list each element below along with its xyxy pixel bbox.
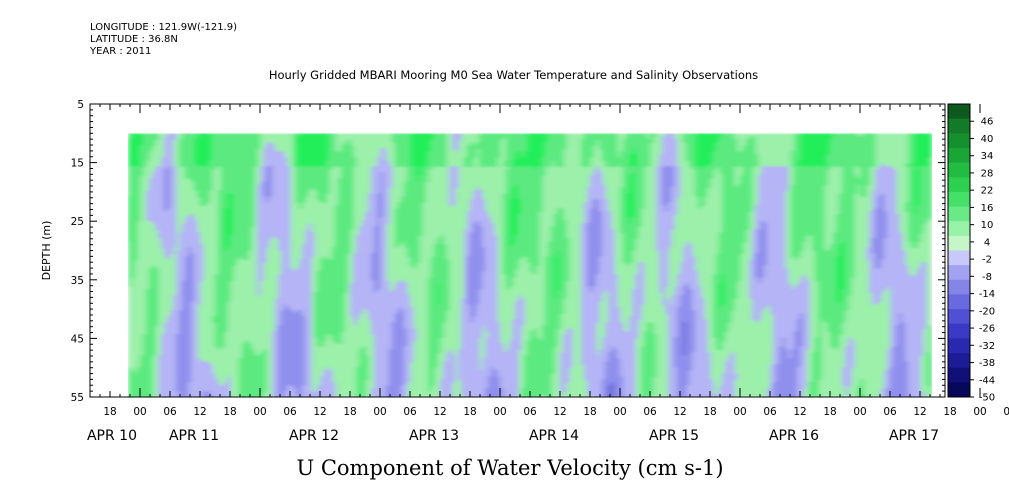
colorbar-swatch <box>948 147 970 164</box>
colorbar-swatch <box>948 206 970 222</box>
colorbar-label: -20 <box>979 306 995 317</box>
x-hour-label: 12 <box>673 406 686 418</box>
colorbar-swatch <box>948 265 970 281</box>
colorbar-label: -32 <box>979 341 995 352</box>
colorbar-label: -2 <box>982 255 992 266</box>
colorbar-swatch <box>948 191 970 208</box>
colorbar-label: 16 <box>981 203 994 214</box>
colorbar-label: 28 <box>981 168 994 179</box>
x-hour-label: 18 <box>583 406 596 418</box>
x-hour-label: 18 <box>703 406 716 418</box>
x-hour-label: 00 <box>373 406 386 418</box>
latitude-label: LATITUDE : 36.8N <box>90 34 178 45</box>
x-hour-label: 18 <box>463 406 476 418</box>
chart-title: Hourly Gridded MBARI Mooring M0 Sea Wate… <box>268 68 759 82</box>
x-hour-label: 00 <box>613 406 626 418</box>
colorbar-swatch <box>948 382 970 398</box>
colorbar-label: 10 <box>981 220 994 231</box>
y-tick-label: 5 <box>77 99 84 111</box>
colorbar-label: -14 <box>979 289 995 300</box>
x-hour-label: 06 <box>643 406 657 418</box>
colorbar-swatch <box>948 104 970 120</box>
x-axis: 18 00 06 12 18 00 06 12 18 00 06 12 18 00 06 12 18 00 06 12… <box>87 104 1009 444</box>
x-hour-label: 06 <box>163 406 177 418</box>
year-label: YEAR : 2011 <box>90 46 152 57</box>
x-hour-label: 06 <box>763 406 777 418</box>
y-tick-label: 35 <box>71 275 84 287</box>
x-hour-label: 00 <box>133 406 146 418</box>
x-hour-label: 00 <box>973 406 986 418</box>
colorbar-swatch <box>948 177 970 193</box>
colorbar-swatch <box>948 353 970 369</box>
y-tick-label: 55 <box>71 392 84 404</box>
colorbar-swatch <box>948 221 970 237</box>
colorbar-label: 34 <box>981 151 994 162</box>
colorbar-swatch <box>948 323 970 339</box>
velocity-field <box>128 133 932 398</box>
x-hour-label: 12 <box>913 406 926 418</box>
y-tick-label: 45 <box>71 333 84 345</box>
x-date-label: APR 13 <box>409 428 459 444</box>
colorbar-swatch <box>948 338 970 354</box>
colorbar-label: 40 <box>981 134 994 145</box>
x-date-label: APR 15 <box>649 428 699 444</box>
x-date-label: APR 16 <box>769 428 819 444</box>
colorbar-swatch <box>948 309 970 325</box>
x-hour-label: 12 <box>193 406 206 418</box>
colorbar-swatch <box>948 118 970 134</box>
x-hour-label: 06 <box>403 406 417 418</box>
colorbar-label: -50 <box>979 393 995 404</box>
x-hour-label: 18 <box>223 406 236 418</box>
x-hour-label: 12 <box>313 406 326 418</box>
x-hour-label: 18 <box>823 406 836 418</box>
x-hour-label: 12 <box>433 406 446 418</box>
colorbar: 46 40 34 28 22 16 10 4 -2 -8 -14 -20 -26 -32 -38 -44 -50 <box>947 103 995 404</box>
x-hour-label: 06 <box>523 406 537 418</box>
x-date-label: APR 12 <box>289 428 339 444</box>
y-axis-label: DEPTH (m) <box>40 221 53 281</box>
x-hour-label: 06 <box>883 406 897 418</box>
x-date-label: APR 17 <box>889 428 939 444</box>
y-axis: 5 15 25 35 45 55 <box>71 99 945 404</box>
colorbar-swatch <box>948 250 970 266</box>
colorbar-swatch <box>948 294 970 310</box>
x-hour-label: 00 <box>253 406 266 418</box>
longitude-label: LONGITUDE : 121.9W(-121.9) <box>90 22 237 33</box>
colorbar-label: 22 <box>981 186 994 197</box>
colorbar-frame <box>947 103 971 398</box>
x-date-label: APR 11 <box>169 428 219 444</box>
y-tick-label: 25 <box>71 216 84 228</box>
colorbar-label: 4 <box>984 237 990 248</box>
x-hour-label: 18 <box>343 406 356 418</box>
x-hour-label: 00 <box>733 406 746 418</box>
x-hour-label: 12 <box>793 406 806 418</box>
colorbar-label: -8 <box>982 272 992 283</box>
colorbar-label: -26 <box>979 324 995 335</box>
x-hour-label: 12 <box>553 406 566 418</box>
x-hour-label: 18 <box>943 406 956 418</box>
colorbar-label: 46 <box>981 117 994 128</box>
x-hour-label: 06 <box>283 406 297 418</box>
x-hour-label: 06 <box>1003 406 1009 418</box>
x-hour-label: 00 <box>493 406 506 418</box>
y-tick-label: 15 <box>71 158 84 170</box>
colorbar-swatch <box>948 162 970 178</box>
x-hour-label: 18 <box>103 406 116 418</box>
x-hour-label: 00 <box>853 406 866 418</box>
colorbar-swatch <box>948 133 970 149</box>
x-date-label: APR 10 <box>87 428 137 444</box>
colorbar-label: -44 <box>979 375 995 386</box>
x-date-label: APR 14 <box>529 428 579 444</box>
x-axis-label: U Component of Water Velocity (cm s-1) <box>296 456 723 480</box>
colorbar-label: -38 <box>979 358 995 369</box>
colorbar-swatch <box>948 367 970 383</box>
metadata-block: LONGITUDE : 121.9W(-121.9) LATITUDE : 36… <box>90 22 237 58</box>
colorbar-swatch <box>948 235 970 251</box>
colorbar-swatch <box>948 279 970 295</box>
